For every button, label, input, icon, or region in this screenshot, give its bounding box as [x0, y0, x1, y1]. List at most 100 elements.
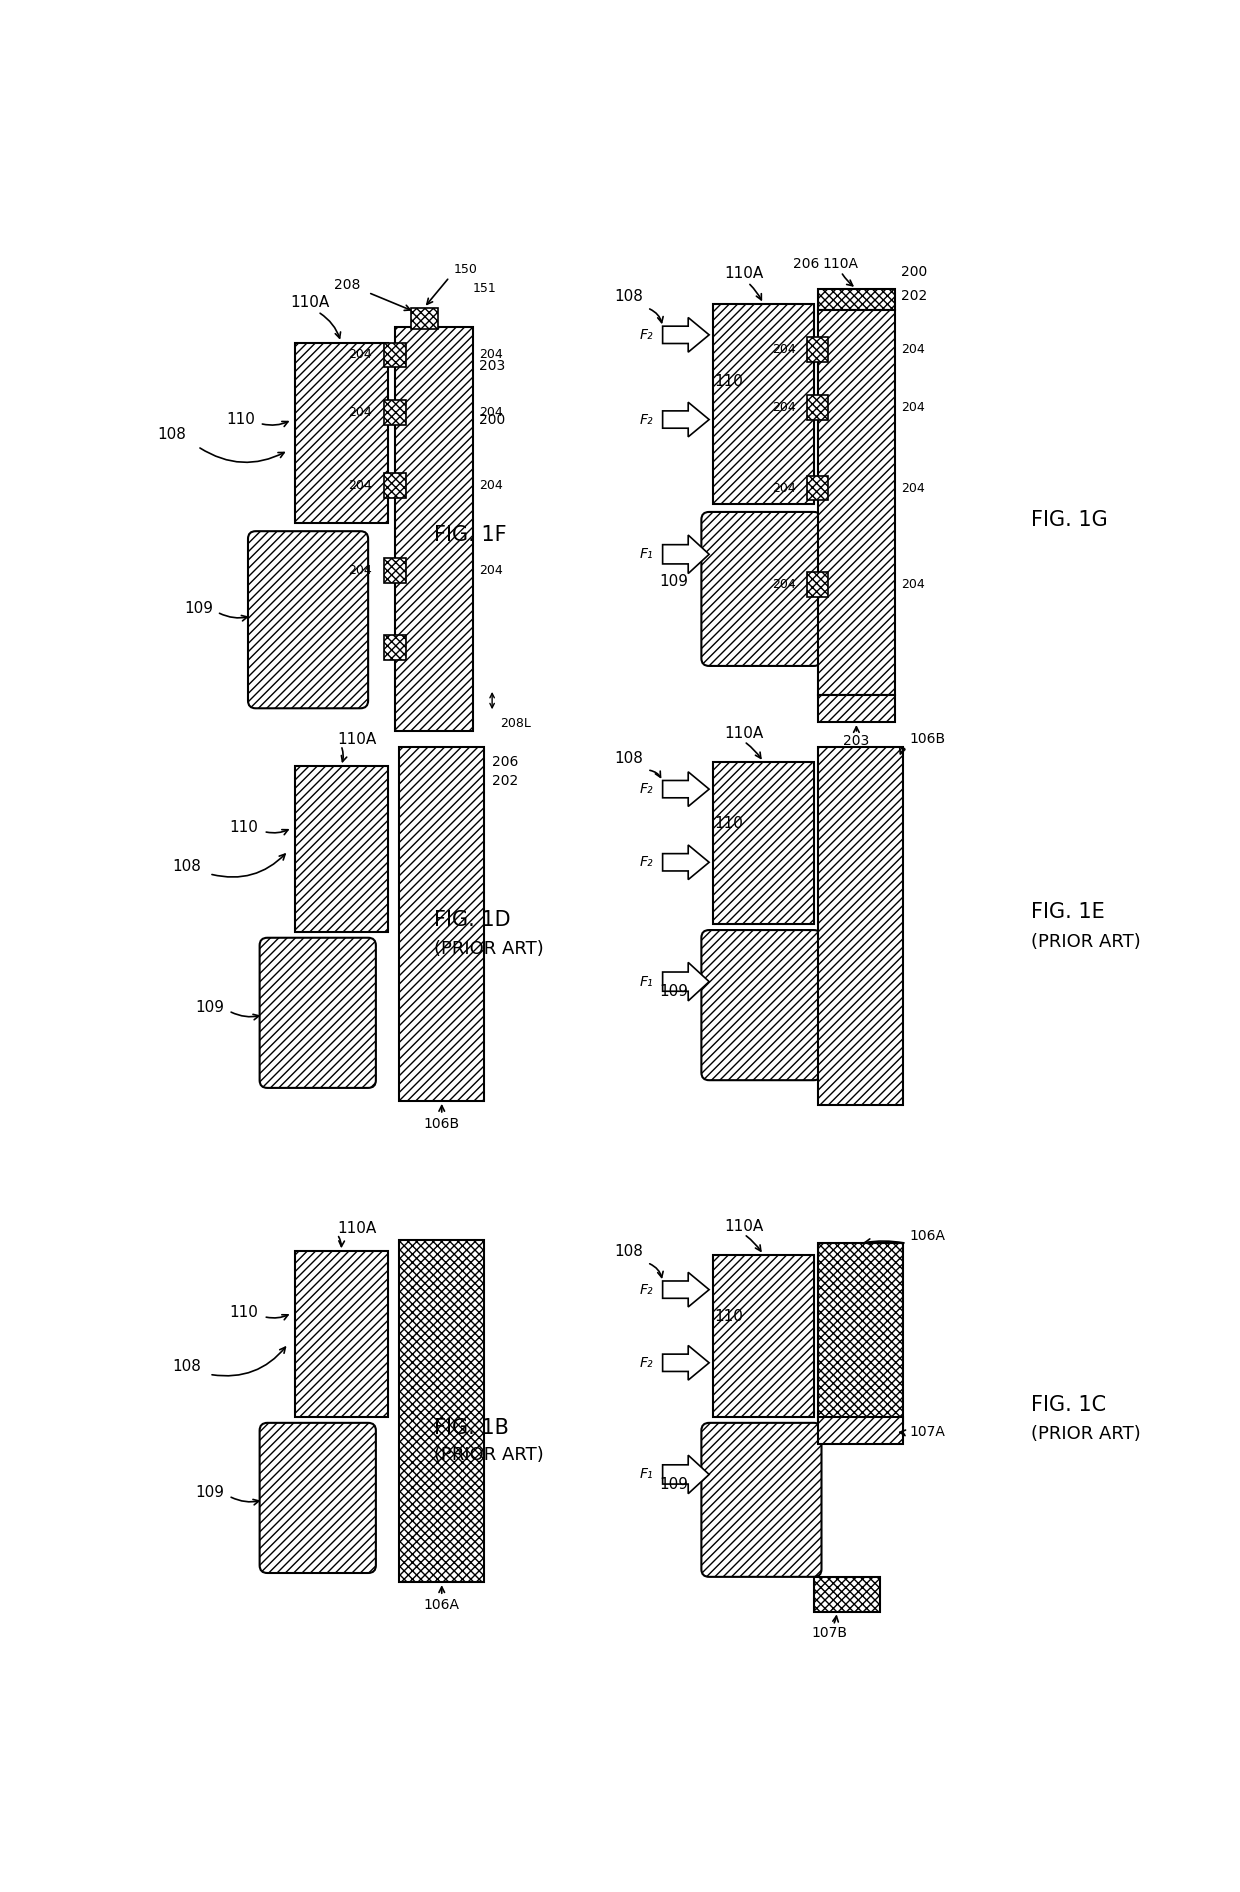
Text: 106A: 106A	[909, 1228, 945, 1243]
Text: 110: 110	[714, 815, 743, 831]
Text: 109: 109	[196, 1485, 224, 1500]
Text: 204: 204	[901, 577, 925, 590]
Polygon shape	[662, 535, 709, 573]
FancyBboxPatch shape	[702, 1423, 821, 1576]
Text: 110A: 110A	[724, 1218, 764, 1234]
Text: 106A: 106A	[424, 1599, 460, 1612]
Text: 107B: 107B	[811, 1625, 847, 1640]
Text: 110A: 110A	[337, 732, 377, 747]
Text: 204: 204	[773, 577, 796, 590]
Text: 204: 204	[479, 479, 502, 492]
Text: 110A: 110A	[724, 727, 764, 742]
Bar	[396, 327, 472, 732]
Text: 109: 109	[184, 600, 213, 615]
Text: (PRIOR ART): (PRIOR ART)	[434, 1445, 544, 1464]
Text: F₂: F₂	[640, 781, 653, 797]
Bar	[295, 766, 387, 931]
Text: 108: 108	[157, 428, 186, 443]
Text: 204: 204	[348, 479, 372, 492]
Text: 204: 204	[773, 342, 796, 356]
Text: 106B: 106B	[909, 732, 945, 745]
Bar	[399, 747, 485, 1101]
Text: 202: 202	[901, 289, 928, 303]
Polygon shape	[662, 1271, 709, 1307]
Bar	[399, 1239, 485, 1582]
FancyBboxPatch shape	[259, 938, 376, 1088]
Text: F₂: F₂	[640, 1357, 653, 1370]
Text: 108: 108	[614, 289, 644, 305]
Text: F₁: F₁	[640, 1468, 653, 1481]
Text: 150: 150	[454, 263, 477, 276]
Bar	[713, 762, 813, 923]
Bar	[807, 337, 828, 361]
Text: F₂: F₂	[640, 327, 653, 342]
Text: 110A: 110A	[724, 265, 764, 280]
Bar	[807, 475, 828, 499]
Text: 106B: 106B	[424, 1116, 460, 1131]
Text: 109: 109	[660, 1478, 688, 1493]
Text: 110: 110	[226, 412, 254, 428]
Bar	[295, 1251, 387, 1417]
Bar	[713, 305, 813, 505]
Text: 202: 202	[492, 774, 518, 789]
Text: FIG. 1B: FIG. 1B	[434, 1419, 508, 1438]
Text: 204: 204	[773, 401, 796, 414]
Bar	[817, 1417, 903, 1444]
Text: 203: 203	[843, 734, 869, 749]
Text: 204: 204	[901, 342, 925, 356]
FancyBboxPatch shape	[702, 931, 821, 1080]
Text: (PRIOR ART): (PRIOR ART)	[434, 940, 544, 959]
Text: 109: 109	[660, 573, 688, 588]
Text: (PRIOR ART): (PRIOR ART)	[1030, 933, 1141, 950]
Text: F₁: F₁	[640, 547, 653, 562]
Bar	[384, 558, 405, 583]
Text: 108: 108	[614, 1243, 644, 1258]
Text: 110: 110	[229, 1305, 259, 1321]
Text: 203: 203	[479, 359, 505, 373]
Text: FIG. 1C: FIG. 1C	[1030, 1394, 1106, 1415]
Text: F₂: F₂	[640, 412, 653, 426]
Polygon shape	[662, 403, 709, 437]
Text: F₁: F₁	[640, 974, 653, 990]
Bar	[817, 694, 895, 723]
Text: 109: 109	[196, 999, 224, 1014]
Text: 110: 110	[229, 819, 259, 834]
Text: 151: 151	[472, 282, 496, 295]
FancyBboxPatch shape	[248, 532, 368, 708]
Text: 110: 110	[714, 1309, 743, 1324]
Text: 110A: 110A	[337, 1220, 377, 1235]
Text: 204: 204	[348, 407, 372, 420]
Text: 204: 204	[479, 564, 502, 577]
Bar	[807, 571, 828, 596]
Text: 110: 110	[714, 373, 743, 388]
Text: F₂: F₂	[640, 855, 653, 868]
Text: 204: 204	[901, 482, 925, 494]
Text: 204: 204	[479, 407, 502, 420]
Polygon shape	[662, 1345, 709, 1379]
Bar	[807, 395, 828, 420]
Text: 108: 108	[172, 859, 201, 874]
Text: 110A: 110A	[290, 295, 330, 310]
Text: 208L: 208L	[500, 717, 531, 730]
Bar	[295, 342, 387, 524]
Text: 204: 204	[348, 348, 372, 361]
Polygon shape	[662, 846, 709, 880]
Text: F₂: F₂	[640, 1283, 653, 1296]
FancyBboxPatch shape	[259, 1423, 376, 1572]
Bar	[384, 401, 405, 426]
Text: 108: 108	[172, 1358, 201, 1374]
Text: 107A: 107A	[909, 1425, 945, 1440]
Bar	[384, 473, 405, 498]
Bar	[817, 289, 895, 310]
Bar	[384, 342, 405, 367]
Polygon shape	[662, 318, 709, 352]
Polygon shape	[662, 772, 709, 806]
Text: 110A: 110A	[823, 257, 859, 271]
Bar	[817, 310, 895, 694]
Text: 204: 204	[479, 348, 502, 361]
Text: 108: 108	[614, 751, 644, 766]
Bar	[813, 1576, 879, 1612]
Bar	[817, 747, 903, 1105]
Bar	[817, 1243, 903, 1425]
Text: 206: 206	[492, 755, 518, 770]
